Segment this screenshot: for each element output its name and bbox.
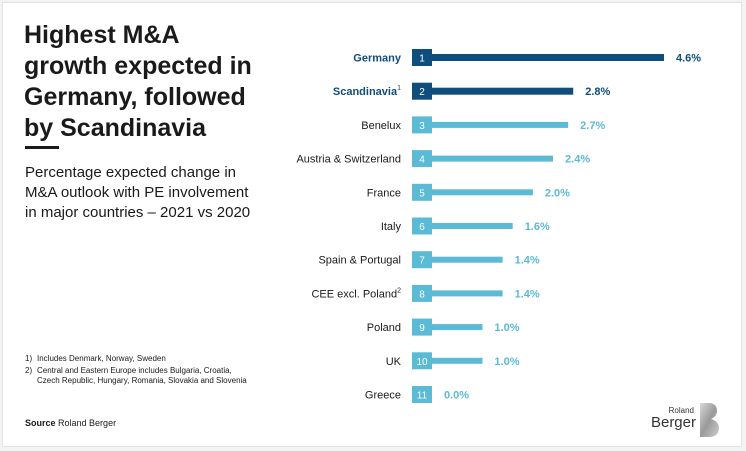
footnote-text: Central and Eastern Europe includes Bulg… [37, 365, 247, 386]
rank-box [412, 49, 432, 66]
footnote-mark: 2) [25, 365, 33, 375]
category-label: Greece [365, 390, 401, 402]
bar [432, 155, 554, 162]
footnote-1: 1) Includes Denmark, Norway, Sweden [25, 354, 255, 365]
value-label: 0.0% [444, 390, 469, 402]
chart-title: Highest M&A growth expected in Germany, … [24, 21, 252, 142]
bar [432, 87, 574, 95]
value-label: 2.0% [545, 187, 570, 199]
rank-box [412, 251, 432, 269]
rank-label: 2 [419, 87, 425, 98]
rank-label: 7 [419, 256, 425, 267]
rank-label: 1 [419, 54, 425, 65]
category-label: Scandinavia1 [333, 85, 401, 98]
logo-text-small: Roland [668, 406, 694, 415]
chart-card [2, 2, 742, 447]
source-note: Source Roland Berger [25, 418, 116, 428]
rank-label: 4 [419, 155, 425, 166]
category-label: Italy [381, 221, 402, 233]
rank-label: 5 [419, 188, 425, 199]
rank-box [412, 318, 432, 336]
footnote-superscript: 1 [397, 85, 401, 92]
source-label: Source [25, 418, 56, 428]
value-label: 2.4% [565, 154, 590, 166]
footnote-text: Includes Denmark, Norway, Sweden [37, 354, 166, 363]
category-label: UK [386, 356, 402, 368]
value-label: 2.8% [585, 86, 610, 98]
footnote-superscript: 2 [397, 287, 401, 294]
category-label: CEE excl. Poland2 [311, 287, 401, 300]
rank-label: 6 [419, 222, 425, 233]
category-label: Austria & Switzerland [296, 154, 401, 166]
category-label: Germany [353, 53, 402, 65]
rank-box [412, 82, 432, 100]
bar [432, 189, 533, 196]
rank-label: 8 [419, 289, 425, 300]
category-label: Spain & Portugal [318, 255, 401, 267]
roland-berger-logo: Roland Berger [646, 402, 722, 438]
bar [432, 357, 483, 364]
rank-box [412, 116, 432, 134]
value-label: 1.4% [515, 255, 540, 267]
rank-box [412, 217, 432, 235]
bar [432, 256, 503, 263]
title-divider [25, 146, 59, 149]
logo-b-mark-icon [700, 403, 719, 437]
rank-label: 10 [416, 357, 428, 368]
chart-subtitle: Percentage expected change in M&A outloo… [25, 164, 251, 221]
category-label: Benelux [361, 120, 401, 132]
bar [432, 324, 483, 331]
value-label: 1.6% [525, 221, 550, 233]
value-label: 4.6% [676, 53, 701, 65]
rank-box [412, 352, 432, 370]
bar [432, 223, 513, 229]
rank-box [412, 386, 432, 403]
rank-box [412, 150, 432, 168]
logo-text-big: Berger [650, 414, 696, 431]
bar [432, 290, 503, 297]
value-label: 1.0% [494, 356, 519, 368]
value-label: 1.4% [515, 288, 540, 300]
bar [432, 54, 664, 61]
source-text: Roland Berger [58, 418, 117, 428]
footnote-2: 2) Central and Eastern Europe includes B… [25, 366, 255, 387]
category-label: France [367, 187, 401, 199]
rank-label: 3 [419, 121, 425, 132]
rank-label: 9 [419, 323, 425, 334]
rank-box [412, 183, 432, 201]
category-label: Poland [367, 322, 401, 334]
footnotes: 1) Includes Denmark, Norway, Sweden 2) C… [25, 354, 255, 388]
footnote-mark: 1) [25, 354, 33, 363]
bar [432, 121, 569, 128]
rank-box [412, 284, 432, 302]
value-label: 2.7% [580, 120, 605, 132]
rank-label: 11 [417, 391, 428, 402]
value-label: 1.0% [494, 322, 519, 334]
